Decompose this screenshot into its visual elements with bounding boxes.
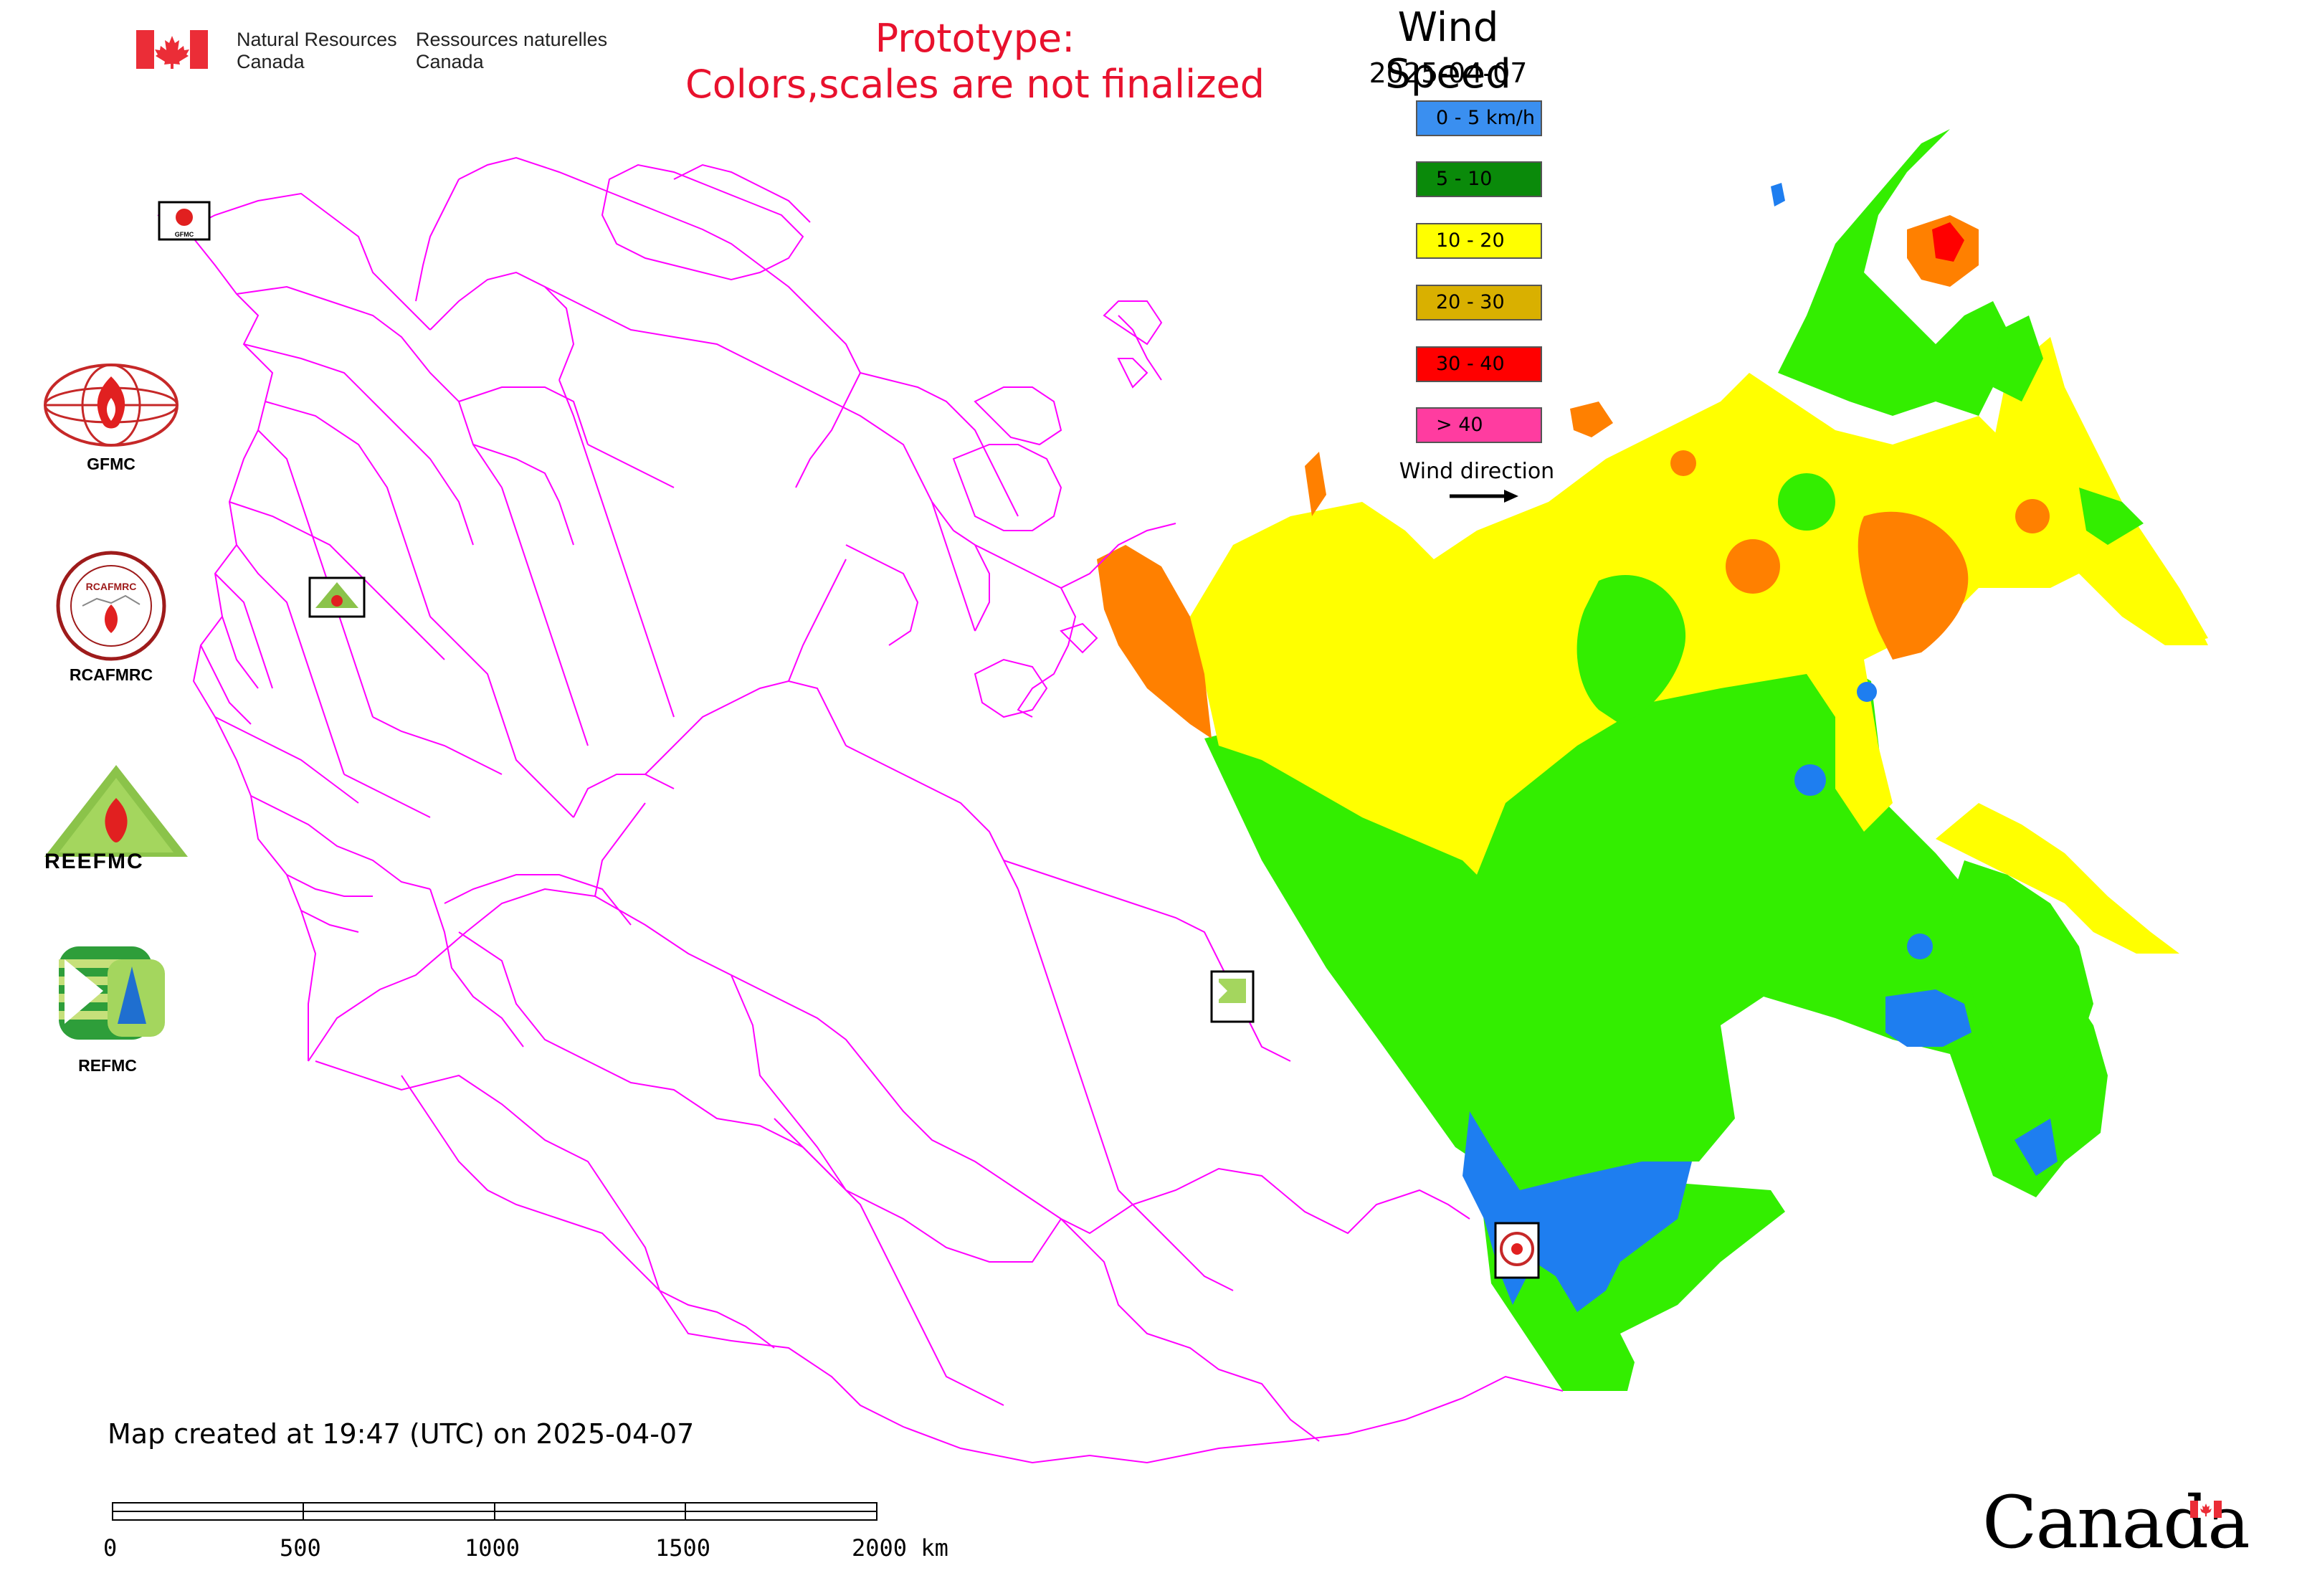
- gfmc-label: GFMC: [87, 455, 135, 473]
- reefmc-wordmark: REEFMC: [44, 850, 144, 871]
- scale-bar: [111, 1501, 878, 1523]
- wind-zone-blue-coast: [2015, 1118, 2058, 1176]
- rcafmrc-logo: RCAFMRC RCAFMRC: [39, 548, 183, 692]
- wind-zone-green-kam2: [2079, 488, 2144, 545]
- refmc-logo: REFMC: [57, 945, 179, 1088]
- prototype-notice-line2: Colors,scales are not finalized: [685, 62, 1265, 107]
- admin-boundaries: [157, 156, 1564, 1464]
- scale-label-1500: 1500: [655, 1534, 711, 1562]
- wind-zone-blue-spot2: [1907, 934, 1933, 959]
- scale-label-1000: 1000: [465, 1534, 520, 1562]
- rcafmrc-label: RCAFMRC: [69, 665, 153, 684]
- wind-zone-orange-spot1: [1726, 539, 1780, 594]
- refmc-label: REFMC: [78, 1056, 137, 1075]
- map-date: 2025-04-07: [1369, 57, 1528, 89]
- legend-item-over-40: > 40: [1416, 407, 1542, 443]
- wind-zone-green-spot: [1778, 473, 1835, 531]
- wind-zone-orange-spot2: [1670, 450, 1696, 476]
- wind-zone-orange-islands2: [1570, 402, 1613, 437]
- legend-label: > 40: [1436, 414, 1483, 436]
- prototype-notice-line1: Prototype:: [875, 16, 1075, 61]
- wind-field: [1097, 129, 2208, 1391]
- wind-zone-blue-spot3: [1857, 682, 1877, 702]
- canada-flag: [136, 30, 208, 69]
- wind-zone-green-coast: [1950, 860, 2093, 1118]
- legend-item-30-40: 30 - 40: [1416, 346, 1542, 382]
- map-created-text: Map created at 19:47 (UTC) on 2025-04-07: [108, 1418, 695, 1450]
- map-marker-refmc: [1210, 970, 1255, 1023]
- reefmc-logo: REEFMC: [37, 764, 191, 873]
- wind-zone-green-north: [1778, 129, 2007, 416]
- canada-wordmark-flag-icon: [2190, 1501, 2222, 1518]
- map-marker-gfmc: GFMC: [158, 201, 211, 241]
- legend-label: 30 - 40: [1436, 353, 1505, 375]
- wind-zone-green-lobe: [1576, 575, 1686, 724]
- wind-zone-yellow: [1190, 373, 2208, 875]
- legend-item-0-5: 0 - 5 km/h: [1416, 100, 1542, 136]
- agency-name-fr-line2: Canada: [416, 51, 484, 72]
- wind-zone-yellow-east: [1936, 803, 2179, 954]
- wind-zone-orange-west: [1097, 545, 1212, 738]
- legend-item-20-30: 20 - 30: [1416, 285, 1542, 320]
- wind-zone-blue-east: [1885, 989, 1972, 1047]
- agency-name-en: Natural Resources Canada: [237, 29, 397, 73]
- central-asia-boundaries: [401, 1075, 1234, 1406]
- agency-name-fr-line1: Ressources naturelles: [416, 29, 608, 50]
- legend-label: 20 - 30: [1436, 291, 1505, 313]
- scale-label-500: 500: [280, 1534, 321, 1562]
- map-title: Wind Speed: [1385, 4, 1511, 98]
- rcafmrc-center-text: RCAFMRC: [86, 581, 137, 592]
- right-arrow-icon: [1448, 488, 1520, 508]
- canada-wordmark-text: Canada: [1982, 1481, 2250, 1564]
- prototype-notice: Prototype: Colors,scales are not finaliz…: [617, 16, 1333, 108]
- wind-direction-label: Wind direction: [1399, 459, 1555, 484]
- legend-label: 5 - 10: [1436, 168, 1493, 190]
- gfmc-logo: GFMC: [39, 362, 183, 473]
- wind-zone-red: [1932, 222, 1964, 262]
- wind-zone-orange-island: [1305, 452, 1326, 516]
- wind-zone-blue-north: [1771, 183, 1785, 206]
- legend-label: 10 - 20: [1436, 229, 1505, 252]
- map-marker-reefmc: [308, 576, 366, 618]
- wind-zone-orange-mid: [1858, 511, 1969, 660]
- wind-zone-green-kam: [1993, 315, 2043, 402]
- map-marker-rcafmrc: [1494, 1222, 1540, 1279]
- agency-name-en-line2: Canada: [237, 51, 305, 72]
- scale-label-2000: 2000 km: [852, 1534, 948, 1562]
- legend-label: 0 - 5 km/h: [1436, 107, 1535, 129]
- legend-item-10-20: 10 - 20: [1416, 223, 1542, 259]
- scale-label-0: 0: [103, 1534, 118, 1562]
- svg-text:GFMC: GFMC: [175, 231, 194, 238]
- agency-name-fr: Ressources naturelles Canada: [416, 29, 607, 73]
- agency-name-en-line1: Natural Resources: [237, 29, 397, 50]
- legend-item-5-10: 5 - 10: [1416, 161, 1542, 197]
- wind-zone-orange-spot3: [2015, 499, 2050, 533]
- wind-zone-yellow-kamchatka: [1993, 337, 2208, 645]
- wind-zone-blue-spot1: [1794, 764, 1826, 796]
- canada-wordmark: Canada: [1982, 1481, 2250, 1564]
